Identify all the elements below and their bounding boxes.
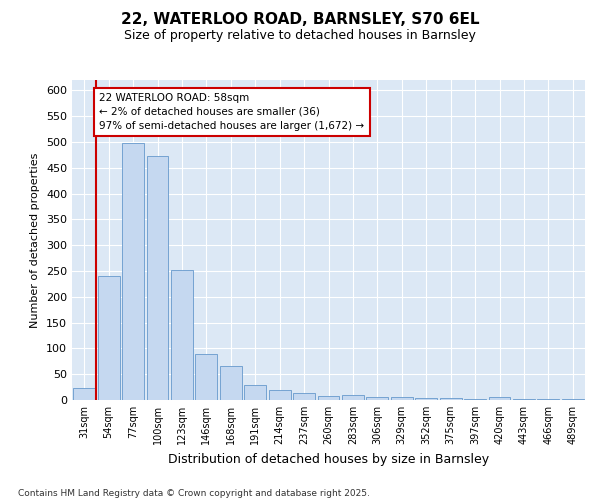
Bar [317, 396, 340, 400]
Text: Contains HM Land Registry data © Crown copyright and database right 2025.: Contains HM Land Registry data © Crown c… [18, 488, 370, 498]
Bar [98, 276, 119, 400]
Text: 22, WATERLOO ROAD, BARNSLEY, S70 6EL: 22, WATERLOO ROAD, BARNSLEY, S70 6EL [121, 12, 479, 28]
Bar [415, 398, 437, 400]
Bar [220, 366, 242, 400]
Bar [244, 384, 266, 400]
Y-axis label: Number of detached properties: Number of detached properties [31, 152, 40, 328]
Bar [171, 270, 193, 400]
X-axis label: Distribution of detached houses by size in Barnsley: Distribution of detached houses by size … [168, 452, 489, 466]
Bar [367, 397, 388, 400]
Bar [342, 396, 364, 400]
Bar [488, 398, 511, 400]
Bar [269, 390, 290, 400]
Bar [440, 398, 461, 400]
Bar [122, 144, 144, 400]
Bar [146, 156, 169, 400]
Bar [391, 398, 413, 400]
Bar [73, 388, 95, 400]
Text: Size of property relative to detached houses in Barnsley: Size of property relative to detached ho… [124, 29, 476, 42]
Text: 22 WATERLOO ROAD: 58sqm
← 2% of detached houses are smaller (36)
97% of semi-det: 22 WATERLOO ROAD: 58sqm ← 2% of detached… [100, 93, 364, 131]
Bar [293, 393, 315, 400]
Bar [196, 354, 217, 400]
